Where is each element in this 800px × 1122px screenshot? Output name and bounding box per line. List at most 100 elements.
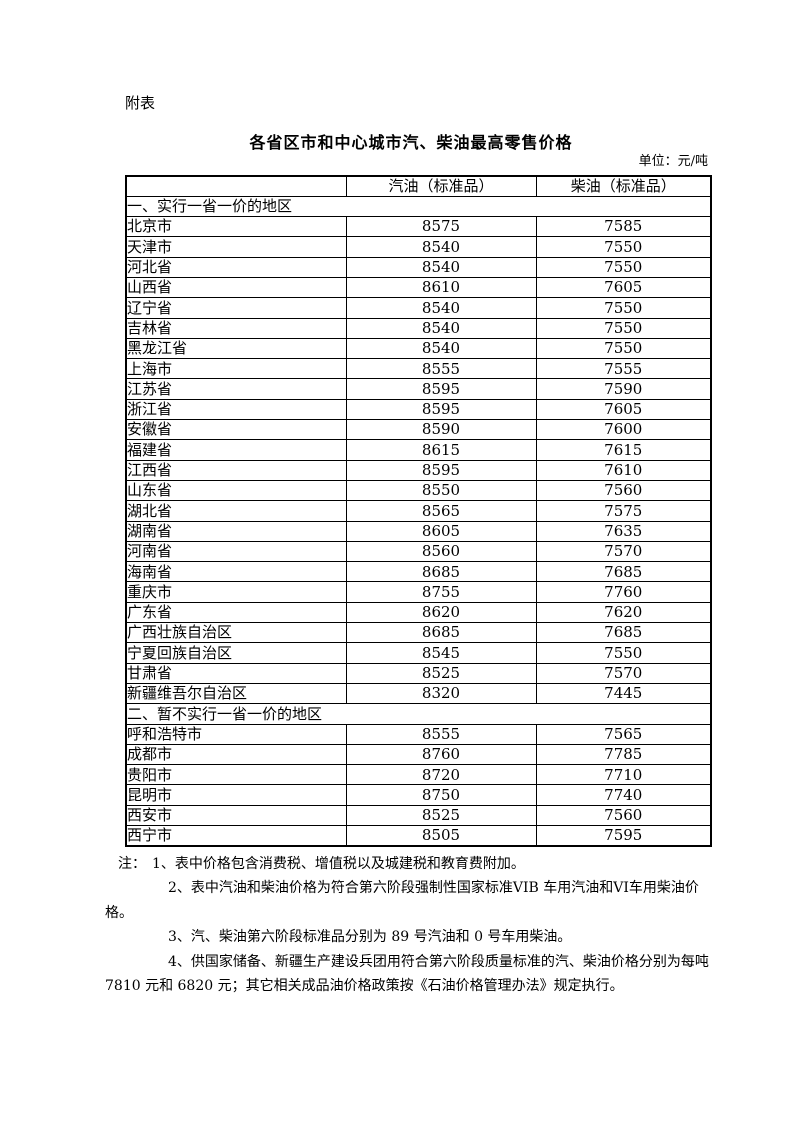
diesel-price-cell: 7635 xyxy=(535,520,712,542)
diesel-price-cell: 7605 xyxy=(535,276,712,299)
gasoline-price-cell: 8620 xyxy=(345,601,537,624)
diesel-price-cell: 7570 xyxy=(535,662,712,684)
notes-label: 注： xyxy=(118,855,146,872)
gasoline-price-cell: 8320 xyxy=(345,682,537,705)
gasoline-price-cell: 8605 xyxy=(345,520,537,542)
region-cell: 黑龙江省 xyxy=(125,337,347,360)
table-header-row: 汽油（标准品） 柴油（标准品） xyxy=(125,175,712,197)
diesel-price-cell: 7590 xyxy=(535,378,712,400)
diesel-price-cell: 7555 xyxy=(535,358,712,380)
region-cell: 呼和浩特市 xyxy=(125,723,347,745)
section-header-cell: 二、暂不实行一省一价的地区 xyxy=(125,703,712,725)
price-table: 汽油（标准品） 柴油（标准品） 一、实行一省一价的地区 北京市 8575 7585 天津… xyxy=(125,175,712,847)
gasoline-price-cell: 8575 xyxy=(345,216,537,238)
table-row: 广东省 8620 7620 xyxy=(125,601,712,624)
column-header-region xyxy=(125,175,347,197)
diesel-price-cell: 7615 xyxy=(535,439,712,461)
region-cell: 天津市 xyxy=(125,236,347,258)
gasoline-price-cell: 8565 xyxy=(345,500,537,522)
region-cell: 成都市 xyxy=(125,743,347,766)
note-item: 2、表中汽油和柴油价格为符合第六阶段强制性国家标准VIB 车用汽油和VI车用柴油… xyxy=(105,880,699,921)
table-row: 北京市 8575 7585 xyxy=(125,216,712,238)
gasoline-price-cell: 8590 xyxy=(345,419,537,441)
table-row: 呼和浩特市 8555 7565 xyxy=(125,723,712,745)
region-cell: 辽宁省 xyxy=(125,297,347,319)
diesel-price-cell: 7560 xyxy=(535,479,712,502)
gasoline-price-cell: 8720 xyxy=(345,764,537,786)
region-cell: 甘肃省 xyxy=(125,662,347,684)
gasoline-price-cell: 8595 xyxy=(345,398,537,421)
gasoline-price-cell: 8555 xyxy=(345,358,537,380)
table-row: 广西壮族自治区 8685 7685 xyxy=(125,622,712,644)
diesel-price-cell: 7570 xyxy=(535,540,712,563)
page-title: 各省区市和中心城市汽、柴油最高零售价格 xyxy=(249,133,573,152)
diesel-price-cell: 7685 xyxy=(535,561,712,583)
region-cell: 贵阳市 xyxy=(125,764,347,786)
diesel-price-cell: 7585 xyxy=(535,216,712,238)
region-cell: 江西省 xyxy=(125,459,347,481)
table-row: 甘肃省 8525 7570 xyxy=(125,662,712,684)
gasoline-price-cell: 8560 xyxy=(345,540,537,563)
table-row: 山西省 8610 7605 xyxy=(125,276,712,299)
table-row: 安徽省 8590 7600 xyxy=(125,419,712,441)
diesel-price-cell: 7760 xyxy=(535,581,712,603)
diesel-price-cell: 7620 xyxy=(535,601,712,624)
diesel-price-cell: 7550 xyxy=(535,642,712,664)
note-item: 3、汽、柴油第六阶段标准品分别为 89 号汽油和 0 号车用柴油。 xyxy=(168,929,572,946)
table-row: 湖南省 8605 7635 xyxy=(125,520,712,542)
note-item: 1、表中价格包含消费税、增值税以及城建税和教育费附加。 xyxy=(152,855,525,872)
table-row: 贵阳市 8720 7710 xyxy=(125,764,712,786)
region-cell: 河北省 xyxy=(125,256,347,278)
notes-section: 注： 1、表中价格包含消费税、增值税以及城建税和教育费附加。 2、表中汽油和柴油价… xyxy=(105,852,717,999)
note-item: 4、供国家储备、新疆生产建设兵团用符合第六阶段质量标准的汽、柴油价格分别为每吨 … xyxy=(105,953,709,995)
region-cell: 广东省 xyxy=(125,601,347,624)
region-cell: 河南省 xyxy=(125,540,347,563)
diesel-price-cell: 7740 xyxy=(535,784,712,806)
table-row: 河北省 8540 7550 xyxy=(125,256,712,278)
table-row: 福建省 8615 7615 xyxy=(125,439,712,461)
region-cell: 吉林省 xyxy=(125,317,347,339)
gasoline-price-cell: 8540 xyxy=(345,337,537,360)
column-header-gasoline: 汽油（标准品） xyxy=(345,175,537,197)
gasoline-price-cell: 8525 xyxy=(345,804,537,827)
gasoline-price-cell: 8540 xyxy=(345,236,537,258)
table-section-row: 一、实行一省一价的地区 xyxy=(125,195,712,218)
appendix-label: 附表 xyxy=(125,94,156,112)
column-header-diesel: 柴油（标准品） xyxy=(535,175,712,197)
region-cell: 广西壮族自治区 xyxy=(125,622,347,644)
gasoline-price-cell: 8555 xyxy=(345,723,537,745)
region-cell: 浙江省 xyxy=(125,398,347,421)
diesel-price-cell: 7550 xyxy=(535,256,712,278)
table-row: 西宁市 8505 7595 xyxy=(125,824,712,847)
gasoline-price-cell: 8685 xyxy=(345,622,537,644)
diesel-price-cell: 7565 xyxy=(535,723,712,745)
table-row: 黑龙江省 8540 7550 xyxy=(125,337,712,360)
region-cell: 北京市 xyxy=(125,216,347,238)
table-row: 山东省 8550 7560 xyxy=(125,479,712,502)
gasoline-price-cell: 8760 xyxy=(345,743,537,766)
region-cell: 西安市 xyxy=(125,804,347,827)
table-row: 江苏省 8595 7590 xyxy=(125,378,712,400)
region-cell: 安徽省 xyxy=(125,419,347,441)
region-cell: 宁夏回族自治区 xyxy=(125,642,347,664)
gasoline-price-cell: 8685 xyxy=(345,561,537,583)
diesel-price-cell: 7785 xyxy=(535,743,712,766)
section-header-cell: 一、实行一省一价的地区 xyxy=(125,195,712,218)
diesel-price-cell: 7550 xyxy=(535,337,712,360)
table-row: 湖北省 8565 7575 xyxy=(125,500,712,522)
gasoline-price-cell: 8610 xyxy=(345,276,537,299)
unit-label: 单位：元/吨 xyxy=(638,154,708,169)
gasoline-price-cell: 8545 xyxy=(345,642,537,664)
gasoline-price-cell: 8505 xyxy=(345,824,537,847)
region-cell: 昆明市 xyxy=(125,784,347,806)
gasoline-price-cell: 8525 xyxy=(345,662,537,684)
table-row: 浙江省 8595 7605 xyxy=(125,398,712,421)
diesel-price-cell: 7550 xyxy=(535,317,712,339)
diesel-price-cell: 7595 xyxy=(535,824,712,847)
table-row: 上海市 8555 7555 xyxy=(125,358,712,380)
region-cell: 福建省 xyxy=(125,439,347,461)
region-cell: 上海市 xyxy=(125,358,347,380)
table-row: 昆明市 8750 7740 xyxy=(125,784,712,806)
table-row: 天津市 8540 7550 xyxy=(125,236,712,258)
